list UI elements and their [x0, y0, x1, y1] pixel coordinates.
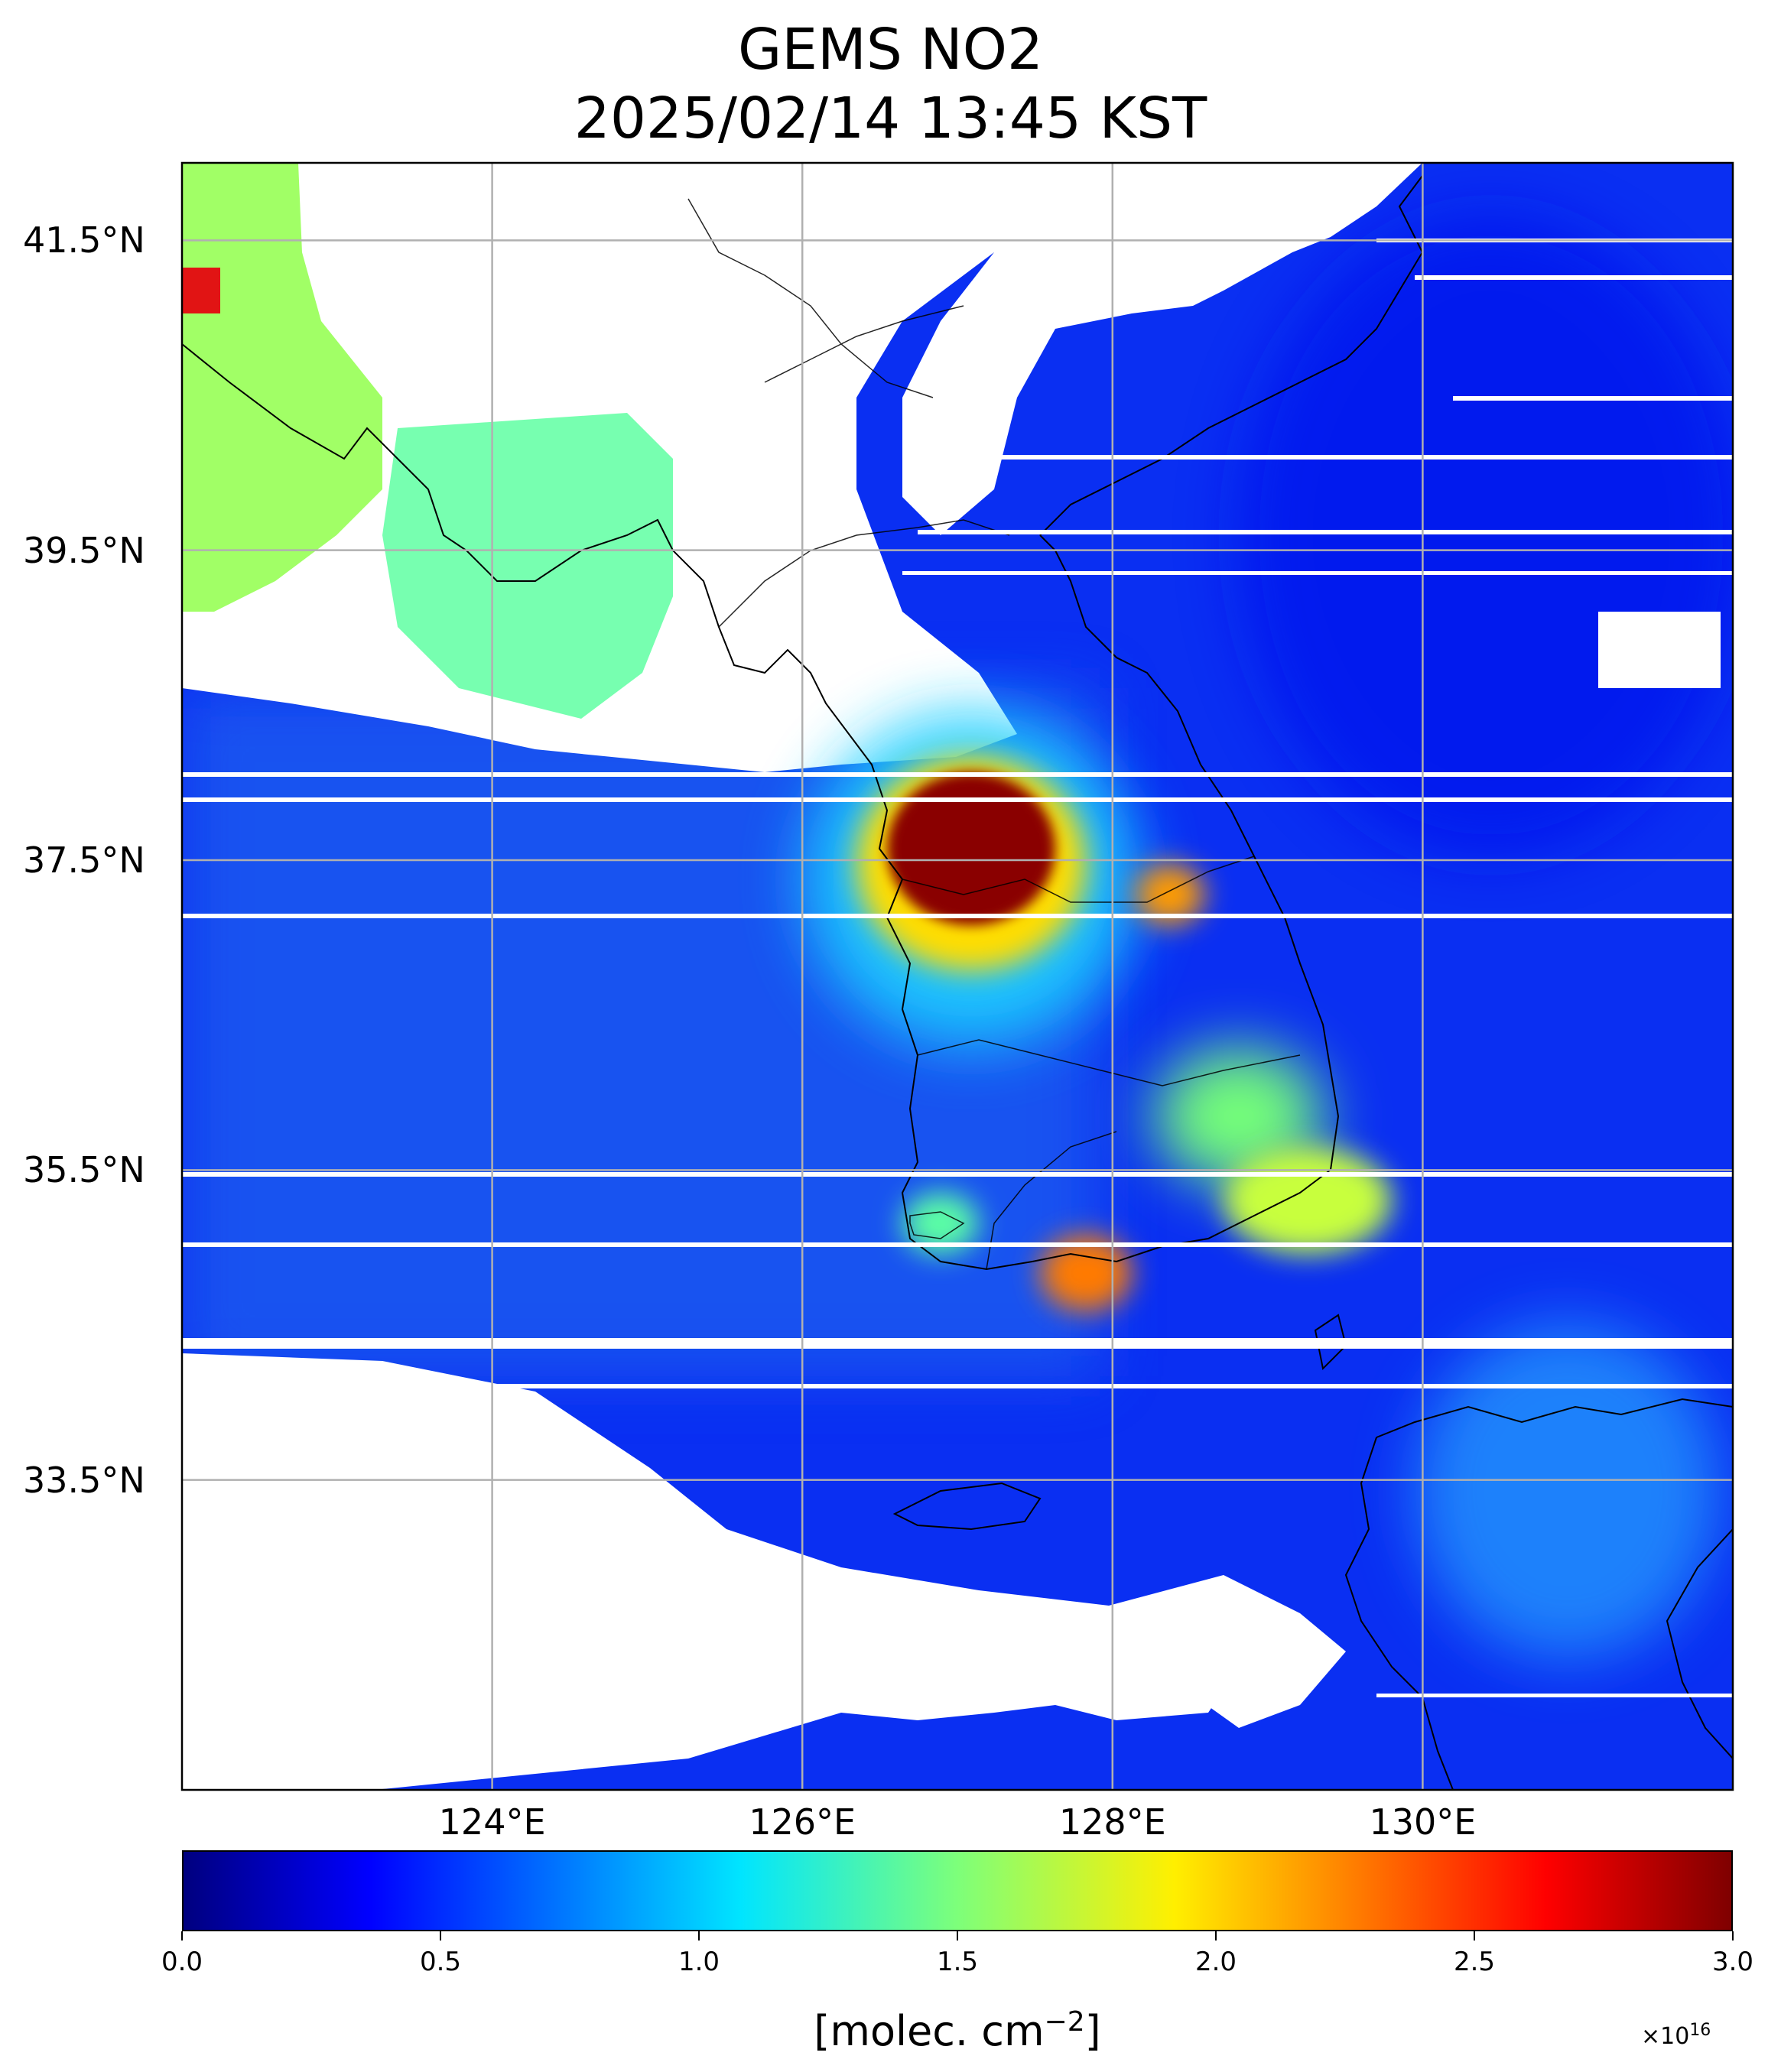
colorbar-tick-mark — [181, 1931, 183, 1940]
elevated-kyushu — [1415, 1323, 1721, 1659]
colorbar-tick-label: 1.0 — [678, 1947, 720, 1977]
colorbar-scale-base: ×10 — [1641, 2023, 1690, 2050]
colorbar-tick-label: 2.0 — [1194, 1947, 1237, 1977]
colorbar-tick-label: 0.0 — [161, 1947, 203, 1977]
colorbar-tick-mark — [440, 1931, 441, 1940]
missing-data-south — [182, 1353, 1239, 1790]
title-line-1: GEMS NO2 — [737, 17, 1044, 83]
lat-label: 39.5°N — [23, 529, 145, 571]
elevated-no2-bohai — [182, 163, 382, 612]
colorbar-tick-label: 2.5 — [1453, 1947, 1496, 1977]
hotspot-gwangju — [902, 1193, 979, 1254]
lon-label: 124°E — [438, 1801, 546, 1843]
map-frame — [180, 161, 1734, 1791]
hotspot-gwangyang — [1040, 1235, 1132, 1311]
gridlines — [182, 163, 1733, 1790]
lat-label: 35.5°N — [23, 1149, 145, 1191]
missing-data-patch — [1598, 612, 1721, 688]
admin-borders — [687, 198, 1301, 1270]
hotspot-busan — [1224, 1147, 1392, 1254]
unit-exponent: −2 — [1044, 2006, 1085, 2038]
missing-data-south-east — [1109, 1575, 1346, 1728]
missing-data-northeast — [902, 163, 1422, 535]
colorbar-scale: ×1016 — [1641, 2015, 1711, 2052]
scan-gaps — [182, 239, 1733, 1697]
unit-main: [molec. cm — [814, 2007, 1045, 2055]
lon-label: 128°E — [1058, 1801, 1166, 1843]
colorbar-unit-label: [molec. cm−2] — [0, 1997, 1781, 2057]
hotspot-wonju — [1136, 864, 1204, 925]
colorbar — [182, 1850, 1733, 1931]
hotspot-core-seoul — [887, 772, 1055, 925]
colorbar-tick-mark — [1215, 1931, 1217, 1940]
elevated-no2-liaodong — [382, 413, 673, 719]
lat-label: 33.5°N — [23, 1459, 145, 1501]
very-high-no2-coast — [182, 268, 220, 313]
colorbar-tick-label: 3.0 — [1711, 1947, 1754, 1977]
lat-label: 41.5°N — [23, 219, 145, 261]
lon-label: 126°E — [749, 1801, 856, 1843]
colorbar-tick-mark — [1474, 1931, 1475, 1940]
colorbar-tick-label: 1.5 — [936, 1947, 979, 1977]
colorbar-tick-mark — [1732, 1931, 1734, 1940]
unit-end: ] — [1084, 2007, 1101, 2055]
lon-label: 130°E — [1369, 1801, 1477, 1843]
low-no2-east-sea — [1239, 214, 1733, 856]
colorbar-tick-mark — [698, 1931, 700, 1940]
colorbar-tick-label: 0.5 — [419, 1947, 462, 1977]
colorbar-tick-mark — [957, 1931, 958, 1940]
title-line-2: 2025/02/14 13:45 KST — [574, 86, 1207, 151]
lat-label: 37.5°N — [23, 840, 145, 881]
colorbar-scale-exponent: 16 — [1689, 2021, 1711, 2040]
